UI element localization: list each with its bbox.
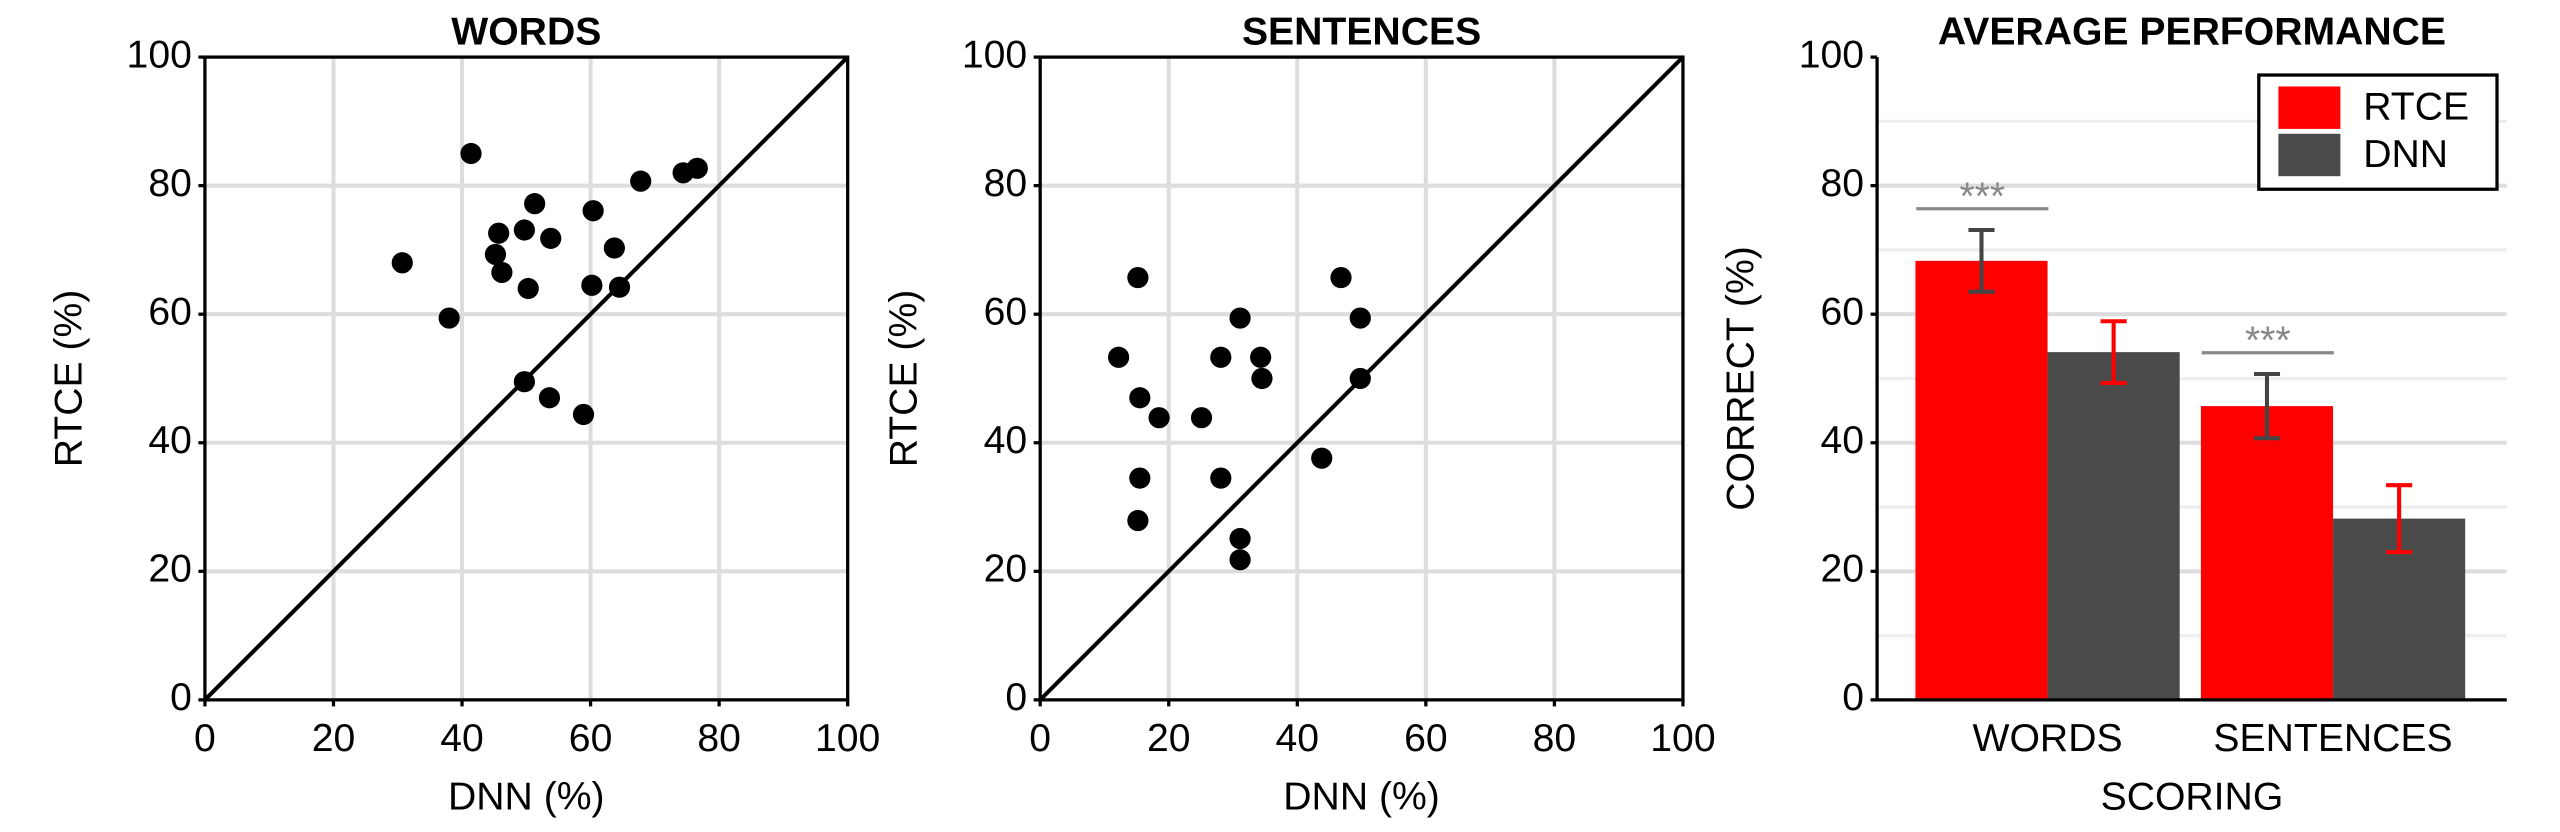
y-tick-label: 60 [148,291,192,334]
point [1127,266,1149,289]
y-tick-label: 20 [148,548,192,591]
bar [1915,260,2048,700]
y-tick-label: 20 [1820,548,1864,591]
point [1129,387,1151,409]
point [582,200,604,222]
point [1108,346,1130,368]
bar [2047,352,2180,700]
point [1311,447,1333,469]
chart-title: WORDS [451,11,601,54]
legend-label: DNN [2363,133,2448,176]
x-tick-label: 60 [569,717,613,760]
y-tick-label: 100 [962,33,1027,76]
point [540,227,562,249]
point [460,142,482,165]
y-tick-label: 0 [1842,676,1864,719]
point [1349,367,1371,390]
point [513,219,535,241]
point [484,243,507,266]
x-tick-label: 80 [697,717,741,760]
y-tick-label: 60 [984,291,1028,334]
x-axis-label: DNN (%) [448,776,605,819]
plot-frame [203,55,850,702]
x-tick-label: SENTENCES [2213,717,2452,760]
y-axis-label: RTCE (%) [47,290,90,468]
y-tick-label: 80 [984,162,1028,205]
significance-label: *** [1959,175,2005,218]
point [1330,266,1352,289]
point [603,237,625,259]
point [1229,307,1251,329]
point [491,261,513,284]
point [1190,407,1213,429]
point [1229,527,1251,550]
point [1250,346,1272,368]
y-tick-label: 40 [1820,419,1864,462]
chart-title: SENTENCES [1242,11,1481,54]
y-tick-label: 40 [148,419,192,462]
legend-swatch [2278,133,2341,177]
x-tick-label: 80 [1533,717,1577,760]
y-tick-label: 80 [148,162,192,205]
bar [2200,406,2334,700]
x-tick-label: 20 [1147,717,1191,760]
point [630,170,652,192]
point [1251,367,1273,390]
chart-title: AVERAGE PERFORMANCE [1938,11,2446,54]
y-axis-label: CORRECT (%) [1720,246,1763,511]
y-tick-label: 100 [1799,33,1864,76]
point [538,387,561,409]
y-axis-label: RTCE (%) [883,290,926,468]
point [572,403,595,426]
y-tick-label: 0 [170,676,192,719]
x-tick-label: 0 [194,717,216,760]
y-tick-label: 60 [1820,291,1864,334]
point [488,222,510,244]
point [391,252,413,274]
plot-frame [1038,55,1685,702]
y-tick-label: 40 [984,419,1028,462]
x-tick-label: 60 [1404,717,1448,760]
point [1349,307,1371,329]
legend-label: RTCE [2363,86,2469,129]
point [581,274,603,296]
point [513,371,535,393]
x-tick-label: 40 [440,717,484,760]
point [438,307,460,329]
x-tick-label: 100 [1650,717,1715,760]
y-tick-label: 80 [1820,162,1864,205]
point [608,276,631,298]
error-bar [2100,319,2127,386]
x-tick-label: 40 [1276,717,1320,760]
significance-label: *** [2245,319,2291,362]
y-tick-label: 0 [1005,676,1027,719]
point [517,277,539,300]
point [1127,509,1149,532]
point [686,157,708,179]
error-bar [2386,483,2413,555]
point [1210,467,1232,489]
x-tick-label: WORDS [1973,717,2123,760]
x-axis-label: SCORING [2101,776,2284,819]
x-axis-label: DNN (%) [1283,776,1440,819]
y-tick-label: 100 [127,33,192,76]
point [1129,467,1151,489]
point [524,193,546,215]
error-bar [1968,227,1995,294]
x-tick-label: 100 [815,717,880,760]
error-bar [2253,371,2281,441]
legend-swatch [2278,86,2341,129]
point [1210,346,1232,368]
y-tick-label: 20 [984,548,1028,591]
point [1148,407,1170,429]
x-tick-label: 20 [312,717,356,760]
point [1229,549,1251,571]
x-tick-label: 0 [1029,717,1051,760]
